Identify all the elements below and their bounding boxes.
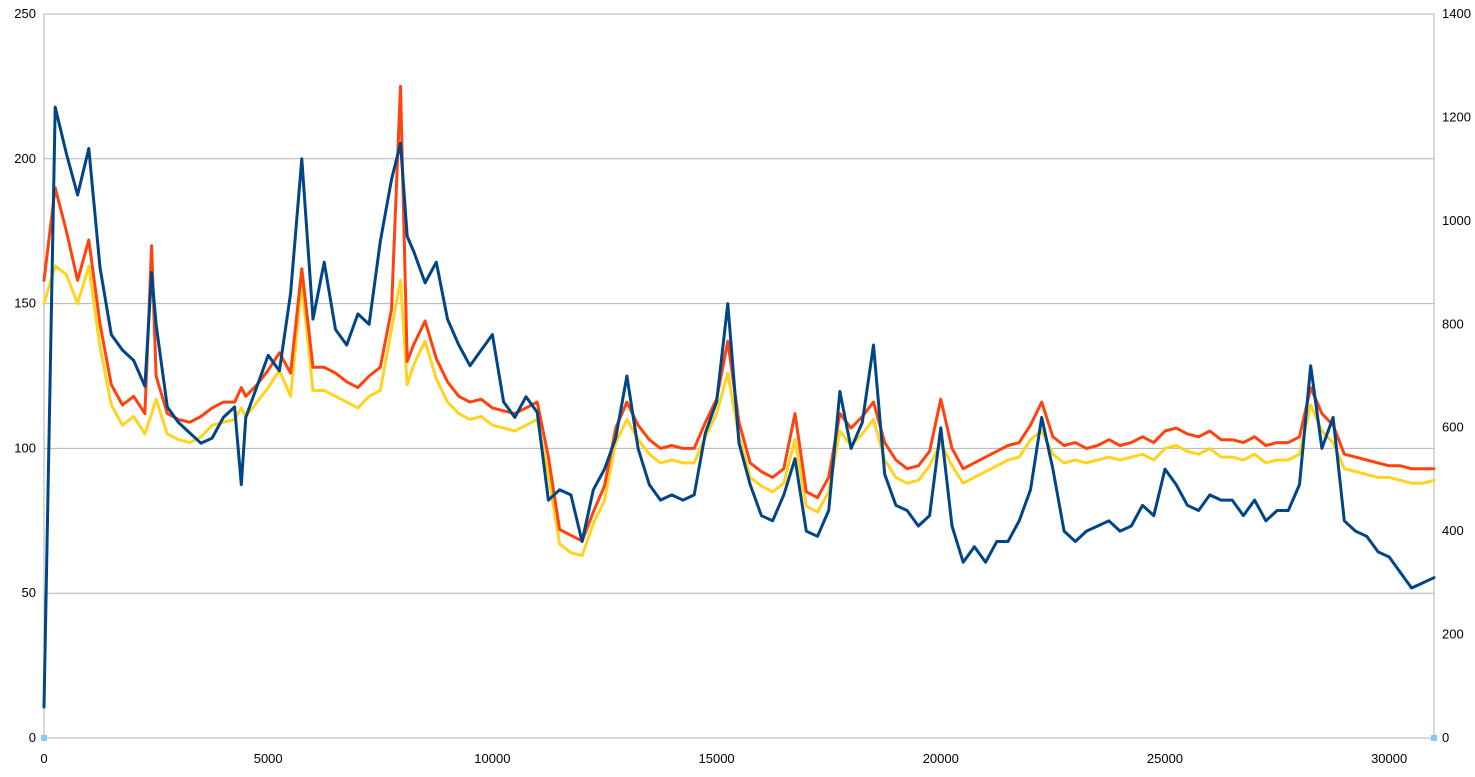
y-tick-label: 150 <box>14 296 36 311</box>
x-tick-label: 5000 <box>254 751 283 766</box>
x-tick-label: 0 <box>40 751 47 766</box>
x-tick-label: 20000 <box>923 751 959 766</box>
left-axis-tick-labels: 0 50 100 150 200 250 <box>14 6 36 745</box>
y2-tick-label: 0 <box>1442 730 1449 745</box>
series-group <box>42 84 1436 709</box>
y2-tick-label: 800 <box>1442 316 1464 331</box>
series-line-1 <box>42 264 1436 558</box>
right-axis-tick-labels: 0 200 400 600 800 1000 1200 1400 <box>1442 6 1471 745</box>
y-tick-label: 250 <box>14 6 36 21</box>
y2-tick-label: 400 <box>1442 523 1464 538</box>
y2-tick-label: 600 <box>1442 420 1464 435</box>
axis-origin-marker-left <box>41 735 47 741</box>
axis-corner-markers <box>41 735 1437 741</box>
y2-tick-label: 1200 <box>1442 109 1471 124</box>
series-line-3 <box>42 105 1436 709</box>
x-tick-label: 15000 <box>699 751 735 766</box>
y2-tick-label: 200 <box>1442 627 1464 642</box>
gridlines <box>44 13 1434 594</box>
y-tick-label: 50 <box>22 585 36 600</box>
y-tick-label: 100 <box>14 440 36 455</box>
y-tick-label: 0 <box>29 730 36 745</box>
x-tick-label: 30000 <box>1371 751 1407 766</box>
axis-origin-marker-right <box>1431 735 1437 741</box>
y2-tick-label: 1000 <box>1442 213 1471 228</box>
y2-tick-label: 1400 <box>1442 6 1471 21</box>
x-tick-label: 25000 <box>1147 751 1183 766</box>
x-axis-tick-labels: 0 5000 10000 15000 20000 25000 30000 <box>40 751 1407 766</box>
x-tick-label: 10000 <box>474 751 510 766</box>
axes <box>43 14 1435 739</box>
y-tick-label: 200 <box>14 151 36 166</box>
